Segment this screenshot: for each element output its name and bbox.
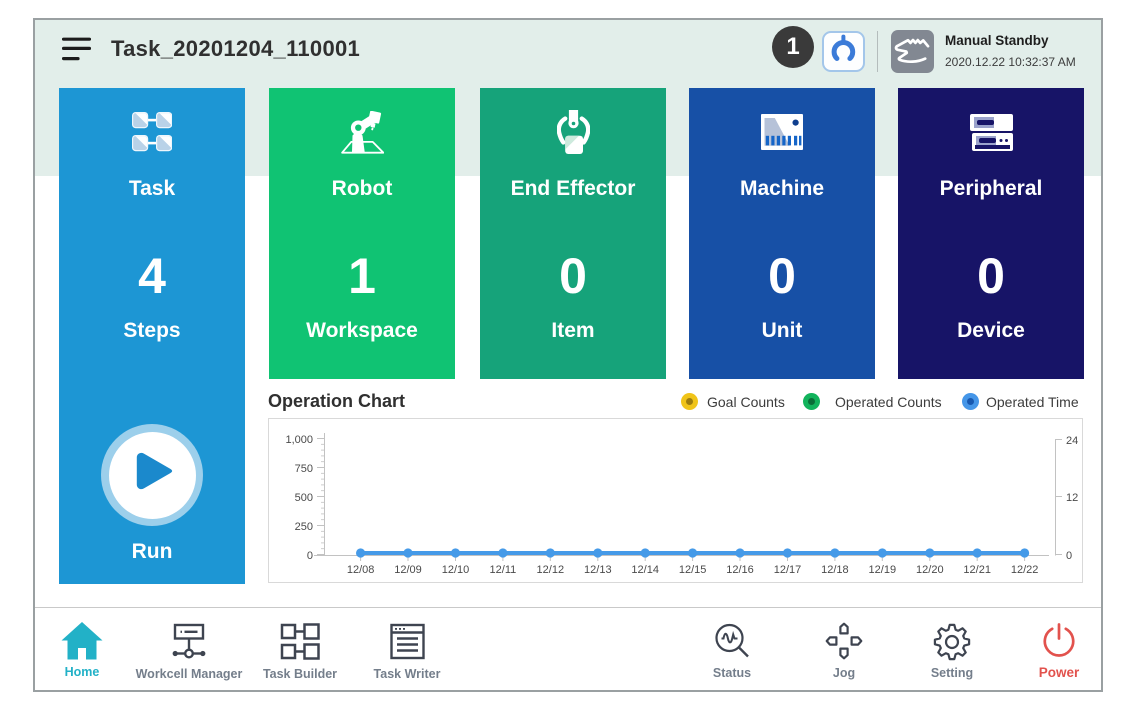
svg-text:12/22: 12/22 (1011, 564, 1039, 576)
svg-text:12/21: 12/21 (963, 564, 991, 576)
svg-text:12/08: 12/08 (347, 564, 375, 576)
svg-text:24: 24 (1066, 435, 1078, 447)
svg-text:12/13: 12/13 (584, 564, 612, 576)
svg-text:12/10: 12/10 (442, 564, 470, 576)
svg-text:1,000: 1,000 (285, 434, 313, 446)
svg-text:250: 250 (295, 521, 313, 533)
svg-text:12/14: 12/14 (631, 564, 659, 576)
svg-text:12/09: 12/09 (394, 564, 422, 576)
svg-text:12/12: 12/12 (537, 564, 565, 576)
svg-text:12/20: 12/20 (916, 564, 944, 576)
svg-text:0: 0 (307, 550, 313, 562)
svg-text:750: 750 (295, 463, 313, 475)
svg-text:12/15: 12/15 (679, 564, 707, 576)
svg-text:12/16: 12/16 (726, 564, 754, 576)
svg-text:12/11: 12/11 (490, 564, 517, 576)
svg-text:0: 0 (1066, 550, 1072, 562)
svg-text:500: 500 (295, 492, 313, 504)
svg-text:12/19: 12/19 (869, 564, 897, 576)
svg-text:12/18: 12/18 (821, 564, 849, 576)
svg-text:12/17: 12/17 (774, 564, 802, 576)
svg-text:12: 12 (1066, 492, 1078, 504)
